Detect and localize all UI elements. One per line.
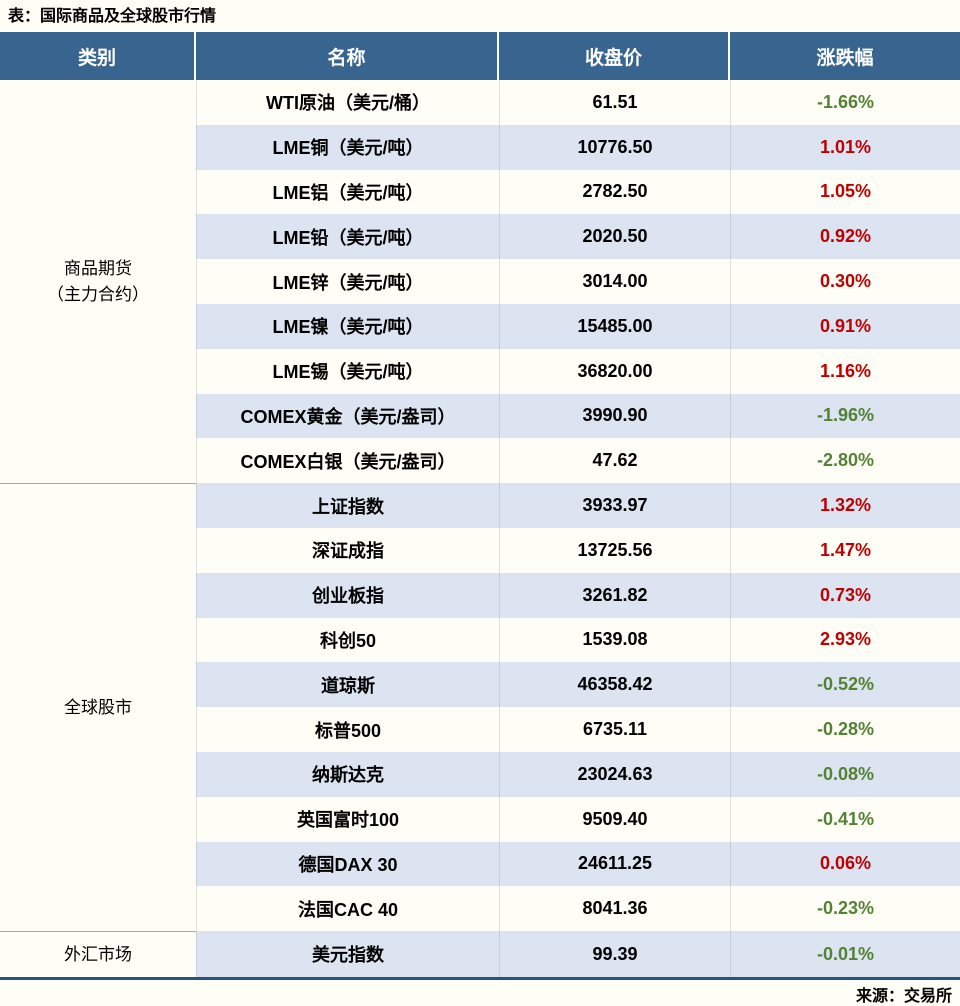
- quotes-table: 类别 名称 收盘价 涨跌幅 商品期货 （主力合约） WTI原油（美元/桶） 61.51…: [0, 32, 960, 980]
- table-row: LME铅（美元/吨） 2020.50 0.92%: [0, 214, 960, 260]
- close-price-cell: 3014.00: [499, 259, 730, 304]
- change-percent-cell: -2.80%: [730, 438, 960, 484]
- name-cell: WTI原油（美元/桶）: [196, 80, 499, 125]
- table-row: 纳斯达克 23024.63 -0.08%: [0, 751, 960, 797]
- change-percent-cell: -1.66%: [730, 80, 960, 125]
- name-cell: LME锡（美元/吨）: [196, 348, 499, 394]
- close-price-cell: 6735.11: [499, 707, 730, 752]
- name-cell: 纳斯达克: [196, 751, 499, 797]
- table-title: 表：国际商品及全球股市行情: [8, 8, 217, 25]
- close-price-cell: 3990.90: [499, 393, 730, 439]
- change-percent-cell: 1.16%: [730, 348, 960, 394]
- name-cell: 英国富时100: [196, 796, 499, 842]
- change-percent-cell: 0.92%: [730, 214, 960, 260]
- table-row: 道琼斯 46358.42 -0.52%: [0, 662, 960, 708]
- table-row: LME铝（美元/吨） 2782.50 1.05%: [0, 169, 960, 215]
- close-price-cell: 10776.50: [499, 124, 730, 170]
- close-price-cell: 1539.08: [499, 617, 730, 663]
- source-note: 来源：交易所: [855, 987, 952, 1005]
- table-row: 法国CAC 40 8041.36 -0.23%: [0, 886, 960, 932]
- table-row: 标普500 6735.11 -0.28%: [0, 707, 960, 752]
- close-price-cell: 23024.63: [499, 751, 730, 797]
- header-name: 名称: [196, 32, 499, 80]
- category-cell: 全球股市: [0, 483, 196, 931]
- close-price-cell: 9509.40: [499, 796, 730, 842]
- change-percent-cell: 1.47%: [730, 527, 960, 573]
- change-percent-cell: 1.01%: [730, 124, 960, 170]
- close-price-cell: 61.51: [499, 80, 730, 125]
- name-cell: 法国CAC 40: [196, 886, 499, 932]
- name-cell: COMEX黄金（美元/盎司）: [196, 393, 499, 439]
- category-line: 外汇市场: [64, 944, 132, 964]
- change-percent-cell: -0.52%: [730, 662, 960, 708]
- header-change: 涨跌幅: [730, 32, 960, 80]
- close-price-cell: 24611.25: [499, 841, 730, 887]
- table-row: 深证成指 13725.56 1.47%: [0, 527, 960, 573]
- table-row: 全球股市 上证指数 3933.97 1.32%: [0, 483, 960, 717]
- table-row: COMEX白银（美元/盎司） 47.62 -2.80%: [0, 438, 960, 484]
- name-cell: 上证指数: [196, 483, 499, 528]
- table-row: 英国富时100 9509.40 -0.41%: [0, 796, 960, 842]
- name-cell: LME镍（美元/吨）: [196, 303, 499, 349]
- name-cell: LME铅（美元/吨）: [196, 214, 499, 260]
- close-price-cell: 36820.00: [499, 348, 730, 394]
- table-row: 创业板指 3261.82 0.73%: [0, 572, 960, 618]
- table-row: 德国DAX 30 24611.25 0.06%: [0, 841, 960, 887]
- name-cell: LME铜（美元/吨）: [196, 124, 499, 170]
- header-category: 类别: [0, 32, 196, 80]
- change-percent-cell: 1.32%: [730, 483, 960, 528]
- table-row: LME铜（美元/吨） 10776.50 1.01%: [0, 124, 960, 170]
- name-cell: 深证成指: [196, 527, 499, 573]
- table-row: 外汇市场 美元指数 99.39 -0.01%: [0, 931, 960, 977]
- category-line: 商品期货: [64, 258, 132, 278]
- name-cell: 科创50: [196, 617, 499, 663]
- change-percent-cell: -0.23%: [730, 886, 960, 932]
- name-cell: 德国DAX 30: [196, 841, 499, 887]
- table-row: LME锡（美元/吨） 36820.00 1.16%: [0, 348, 960, 394]
- change-percent-cell: 0.91%: [730, 303, 960, 349]
- name-cell: 创业板指: [196, 572, 499, 618]
- table-row: 商品期货 （主力合约） WTI原油（美元/桶） 61.51 -1.66%: [0, 80, 960, 304]
- name-cell: LME锌（美元/吨）: [196, 259, 499, 304]
- change-percent-cell: 1.05%: [730, 169, 960, 215]
- category-cell: 商品期货 （主力合约）: [0, 80, 196, 483]
- change-percent-cell: 2.93%: [730, 617, 960, 663]
- close-price-cell: 46358.42: [499, 662, 730, 708]
- close-price-cell: 99.39: [499, 931, 730, 977]
- change-percent-cell: -0.28%: [730, 707, 960, 752]
- change-percent-cell: -0.41%: [730, 796, 960, 842]
- name-cell: 标普500: [196, 707, 499, 752]
- change-percent-cell: 0.06%: [730, 841, 960, 887]
- close-price-cell: 3933.97: [499, 483, 730, 528]
- change-percent-cell: -1.96%: [730, 393, 960, 439]
- name-cell: COMEX白银（美元/盎司）: [196, 438, 499, 484]
- change-percent-cell: -0.08%: [730, 751, 960, 797]
- header-close: 收盘价: [499, 32, 730, 80]
- change-percent-cell: 0.30%: [730, 259, 960, 304]
- name-cell: 道琼斯: [196, 662, 499, 708]
- table-row: LME锌（美元/吨） 3014.00 0.30%: [0, 259, 960, 304]
- close-price-cell: 47.62: [499, 438, 730, 484]
- close-price-cell: 13725.56: [499, 527, 730, 573]
- table-row: LME镍（美元/吨） 15485.00 0.91%: [0, 303, 960, 349]
- close-price-cell: 8041.36: [499, 886, 730, 932]
- category-line: （主力合约）: [47, 284, 149, 304]
- close-price-cell: 15485.00: [499, 303, 730, 349]
- change-percent-cell: 0.73%: [730, 572, 960, 618]
- name-cell: 美元指数: [196, 931, 499, 977]
- table-row: COMEX黄金（美元/盎司） 3990.90 -1.96%: [0, 393, 960, 439]
- table-row: 科创50 1539.08 2.93%: [0, 617, 960, 663]
- close-price-cell: 3261.82: [499, 572, 730, 618]
- name-cell: LME铝（美元/吨）: [196, 169, 499, 215]
- category-line: 全球股市: [64, 697, 132, 717]
- close-price-cell: 2020.50: [499, 214, 730, 260]
- close-price-cell: 2782.50: [499, 169, 730, 215]
- category-cell: 外汇市场: [0, 931, 196, 977]
- change-percent-cell: -0.01%: [730, 931, 960, 977]
- header-row: 类别 名称 收盘价 涨跌幅: [0, 32, 960, 80]
